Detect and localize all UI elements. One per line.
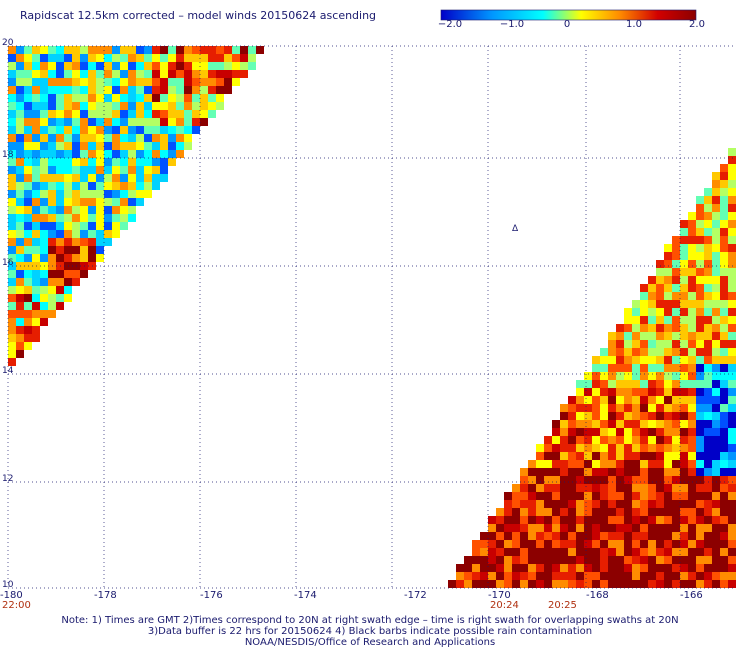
- wind-map: Δ: [7, 45, 736, 589]
- lat-label-12: 12: [2, 474, 14, 484]
- footnotes: Note: 1) Times are GMT 2)Times correspon…: [0, 615, 740, 648]
- swath-time-right-2: 20:25: [548, 600, 577, 611]
- island-symbol: Δ: [512, 224, 519, 234]
- lat-label-16: 16: [2, 258, 14, 268]
- lon-label-180: -180: [0, 590, 23, 601]
- lon-label-168: -168: [586, 590, 609, 601]
- lat-lon-grid: [7, 45, 734, 589]
- lon-label-178: -178: [94, 590, 117, 601]
- note-line-2: 3)Data buffer is 22 hrs for 20150624 4) …: [147, 626, 593, 637]
- map-title: Rapidscat 12.5km corrected – model winds…: [20, 9, 377, 22]
- colorbar-gradient: [440, 9, 697, 21]
- colorbar-label-4: 2.0: [689, 19, 705, 30]
- lat-label-18: 18: [2, 150, 14, 160]
- note-line-1: Note: 1) Times are GMT 2)Times correspon…: [61, 615, 679, 626]
- lon-label-176: -176: [200, 590, 223, 601]
- lon-label-172: -172: [404, 590, 427, 601]
- lat-label-14: 14: [2, 366, 14, 376]
- lon-label-166: -166: [680, 590, 703, 601]
- colorbar: [440, 9, 697, 21]
- lat-label-10: 10: [2, 580, 14, 590]
- lon-label-170: -170: [488, 590, 511, 601]
- lat-label-20: 20: [2, 38, 14, 48]
- swath-time-left: 22:00: [2, 600, 31, 611]
- lon-label-174: -174: [294, 590, 317, 601]
- swath-right: [448, 148, 736, 588]
- colorbar-label-3: 1.0: [626, 19, 642, 30]
- swath-time-right-1: 20:24: [490, 600, 519, 611]
- swath-left: [8, 46, 264, 366]
- colorbar-label-0: −2.0: [437, 19, 463, 30]
- colorbar-label-2: 0: [563, 19, 571, 30]
- note-line-3: NOAA/NESDIS/Office of Research and Appli…: [244, 637, 496, 648]
- colorbar-label-1: −1.0: [499, 19, 525, 30]
